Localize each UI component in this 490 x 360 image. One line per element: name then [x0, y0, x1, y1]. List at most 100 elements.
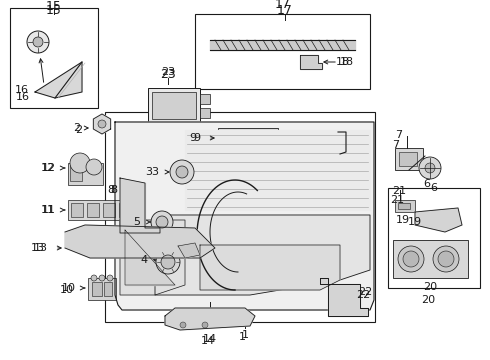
Bar [235, 131, 246, 146]
Circle shape [86, 159, 102, 175]
Bar [10, 8, 98, 108]
Circle shape [27, 31, 49, 53]
Bar [68, 200, 136, 220]
Polygon shape [320, 278, 368, 316]
Text: 7: 7 [395, 130, 402, 140]
Polygon shape [125, 230, 175, 285]
Text: 16: 16 [15, 85, 29, 95]
Text: 8: 8 [107, 185, 114, 195]
Circle shape [170, 160, 194, 184]
Text: 20: 20 [423, 282, 437, 292]
Circle shape [398, 246, 424, 272]
Bar [200, 108, 210, 118]
Text: 14: 14 [201, 336, 215, 346]
Text: 12: 12 [41, 163, 55, 173]
Bar [395, 148, 423, 170]
Bar [95, 237, 113, 249]
Polygon shape [65, 225, 215, 258]
Text: 10: 10 [62, 283, 76, 293]
Polygon shape [415, 208, 462, 232]
Text: 17: 17 [275, 0, 291, 10]
Bar [92, 282, 102, 296]
Polygon shape [178, 243, 200, 258]
Bar [222, 313, 238, 323]
Text: 22: 22 [356, 290, 370, 300]
Text: 4: 4 [141, 255, 148, 265]
Text: 5: 5 [135, 217, 142, 227]
Text: 10: 10 [60, 285, 74, 295]
Bar [68, 163, 103, 185]
Bar [124, 184, 142, 195]
Text: 9: 9 [189, 133, 196, 143]
Circle shape [107, 275, 113, 281]
Text: 2: 2 [73, 123, 80, 133]
Text: 21: 21 [390, 195, 404, 205]
Polygon shape [120, 178, 160, 233]
Bar [200, 313, 216, 323]
Circle shape [70, 153, 90, 173]
Polygon shape [155, 215, 370, 295]
Bar [124, 214, 142, 225]
Text: 22: 22 [358, 287, 372, 297]
Polygon shape [115, 122, 374, 310]
Text: 18: 18 [336, 57, 350, 67]
Text: 15: 15 [46, 4, 62, 17]
Text: 21: 21 [392, 186, 406, 196]
Bar [88, 278, 116, 300]
Polygon shape [185, 130, 370, 210]
Polygon shape [120, 220, 185, 295]
Text: 23: 23 [160, 68, 176, 81]
Text: 4: 4 [141, 255, 148, 265]
Bar [263, 131, 274, 146]
Text: 13: 13 [34, 243, 48, 253]
Polygon shape [93, 114, 111, 134]
Text: 23: 23 [161, 67, 175, 77]
Bar [148, 88, 200, 123]
Bar [195, 14, 370, 89]
Circle shape [438, 251, 454, 267]
Circle shape [433, 246, 459, 272]
Circle shape [202, 322, 208, 328]
Text: 3: 3 [145, 167, 152, 177]
Text: 19: 19 [408, 217, 422, 227]
Polygon shape [35, 62, 82, 98]
Text: 16: 16 [16, 92, 30, 102]
Text: 15: 15 [46, 0, 62, 13]
Text: 8: 8 [110, 185, 117, 195]
Bar [221, 131, 232, 146]
Circle shape [151, 211, 173, 233]
Bar [70, 165, 82, 181]
Text: 13: 13 [31, 243, 45, 253]
Polygon shape [210, 40, 355, 50]
Bar [87, 203, 99, 217]
Text: 11: 11 [42, 205, 56, 215]
Circle shape [425, 163, 435, 173]
Text: 6: 6 [423, 179, 430, 189]
Bar [105, 112, 375, 322]
Polygon shape [165, 308, 255, 330]
Bar [119, 203, 131, 217]
Circle shape [91, 275, 97, 281]
Polygon shape [300, 55, 322, 69]
Bar [178, 313, 194, 323]
Bar [103, 203, 115, 217]
Bar [104, 282, 112, 296]
Circle shape [419, 157, 441, 179]
Text: 7: 7 [392, 140, 399, 150]
Polygon shape [158, 233, 166, 238]
Circle shape [161, 255, 175, 269]
Circle shape [98, 120, 106, 128]
Circle shape [156, 216, 168, 228]
Text: 6: 6 [430, 183, 437, 193]
Text: 5: 5 [133, 217, 140, 227]
Circle shape [33, 37, 43, 47]
Bar [249, 131, 260, 146]
Text: 20: 20 [421, 295, 435, 305]
Circle shape [176, 166, 188, 178]
Text: 14: 14 [203, 334, 217, 344]
Circle shape [99, 275, 105, 281]
Bar [395, 200, 415, 212]
Text: 12: 12 [42, 163, 56, 173]
Polygon shape [200, 245, 340, 290]
Bar [71, 203, 83, 217]
